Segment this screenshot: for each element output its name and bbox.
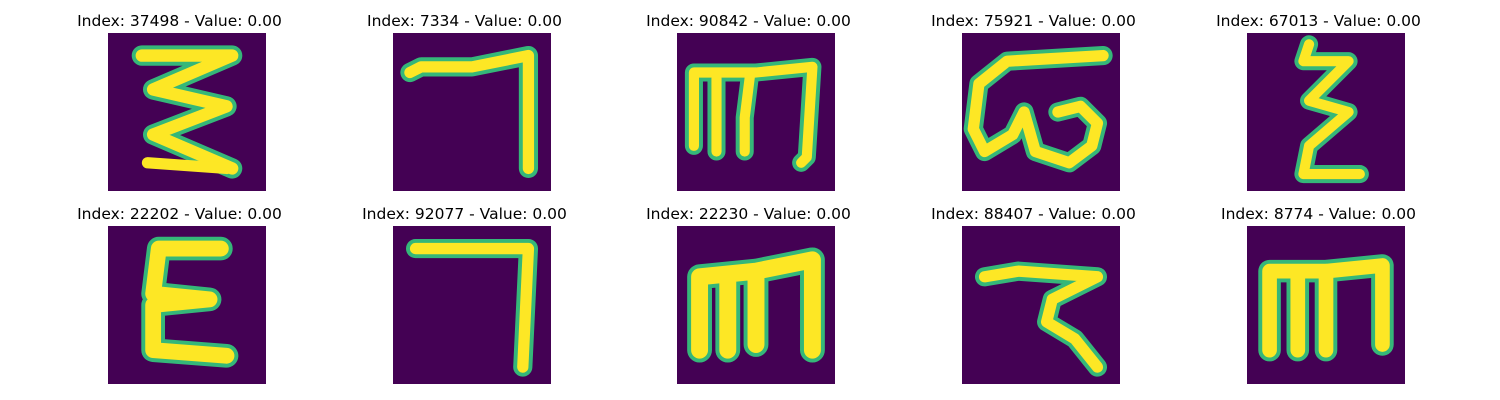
glyph-image	[393, 226, 551, 384]
glyph-image	[677, 226, 835, 384]
panel-title: Index: 22230 - Value: 0.00	[646, 205, 851, 223]
panel-6: Index: 22202 - Value: 0.00	[37, 193, 322, 384]
glyph-image	[677, 33, 835, 191]
panel-9: Index: 88407 - Value: 0.00	[891, 193, 1176, 384]
glyph-image	[1247, 33, 1405, 191]
panel-5: Index: 67013 - Value: 0.00	[1176, 0, 1461, 191]
panel-2: Index: 7334 - Value: 0.00	[322, 0, 607, 191]
panel-4: Index: 75921 - Value: 0.00	[891, 0, 1176, 191]
panel-title: Index: 75921 - Value: 0.00	[931, 12, 1136, 30]
panel-title: Index: 8774 - Value: 0.00	[1221, 205, 1416, 223]
panel-1: Index: 37498 - Value: 0.00	[37, 0, 322, 191]
panel-title: Index: 22202 - Value: 0.00	[77, 205, 282, 223]
glyph-image	[108, 33, 266, 191]
panel-7: Index: 92077 - Value: 0.00	[322, 193, 607, 384]
glyph-image	[962, 33, 1120, 191]
panel-title: Index: 37498 - Value: 0.00	[77, 12, 282, 30]
glyph-image	[962, 226, 1120, 384]
panel-title: Index: 7334 - Value: 0.00	[367, 12, 562, 30]
panel-10: Index: 8774 - Value: 0.00	[1176, 193, 1461, 384]
panel-8: Index: 22230 - Value: 0.00	[606, 193, 891, 384]
panel-title: Index: 92077 - Value: 0.00	[362, 205, 567, 223]
panel-title: Index: 90842 - Value: 0.00	[646, 12, 851, 30]
panel-3: Index: 90842 - Value: 0.00	[606, 0, 891, 191]
glyph-image	[108, 226, 266, 384]
panel-title: Index: 67013 - Value: 0.00	[1216, 12, 1421, 30]
glyph-image	[1247, 226, 1405, 384]
glyph-image	[393, 33, 551, 191]
panel-title: Index: 88407 - Value: 0.00	[931, 205, 1136, 223]
